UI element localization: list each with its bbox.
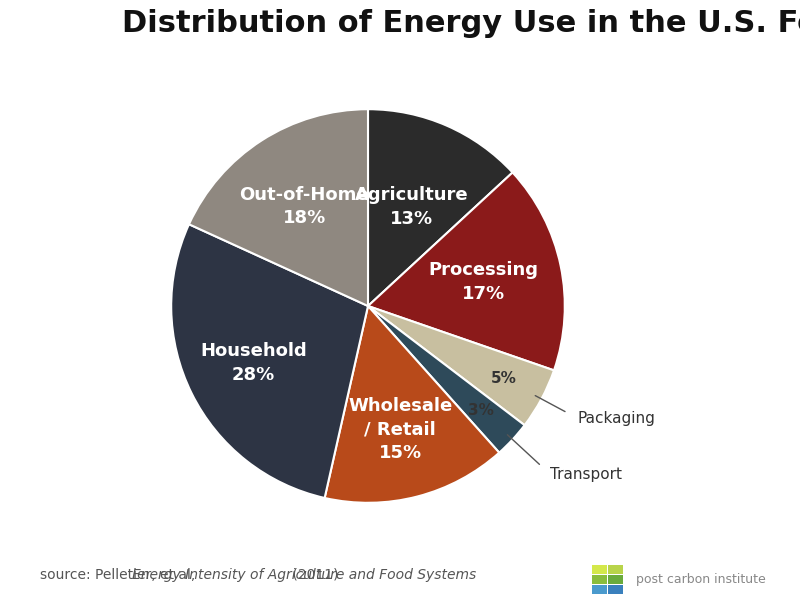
Text: Agriculture
13%: Agriculture 13% <box>354 186 468 227</box>
Text: Energy Intensity of Agriculture and Food Systems: Energy Intensity of Agriculture and Food… <box>132 568 476 582</box>
Text: Wholesale
/ Retail
15%: Wholesale / Retail 15% <box>348 397 452 463</box>
Wedge shape <box>368 172 565 370</box>
Text: Processing
17%: Processing 17% <box>429 261 538 302</box>
Text: 3%: 3% <box>468 403 494 418</box>
Bar <box>592 584 607 594</box>
Wedge shape <box>368 306 554 425</box>
Wedge shape <box>189 109 368 306</box>
Bar <box>608 565 623 574</box>
Wedge shape <box>368 306 525 452</box>
Wedge shape <box>325 306 499 503</box>
Text: Distribution of Energy Use in the U.S. Food System (2002): Distribution of Energy Use in the U.S. F… <box>122 9 800 38</box>
Bar <box>608 575 623 584</box>
Text: Out-of-Home
18%: Out-of-Home 18% <box>239 186 369 227</box>
Wedge shape <box>171 224 368 498</box>
Text: (2011): (2011) <box>288 568 338 582</box>
Wedge shape <box>368 109 513 306</box>
Bar <box>608 584 623 594</box>
Text: post carbon institute: post carbon institute <box>636 572 766 586</box>
Text: source: Pelletier, et al,: source: Pelletier, et al, <box>40 568 200 582</box>
Text: Transport: Transport <box>550 467 622 482</box>
Bar <box>592 575 607 584</box>
Text: Household
28%: Household 28% <box>200 342 306 383</box>
Text: 5%: 5% <box>490 371 516 386</box>
Text: Packaging: Packaging <box>578 411 655 426</box>
Bar <box>592 565 607 574</box>
